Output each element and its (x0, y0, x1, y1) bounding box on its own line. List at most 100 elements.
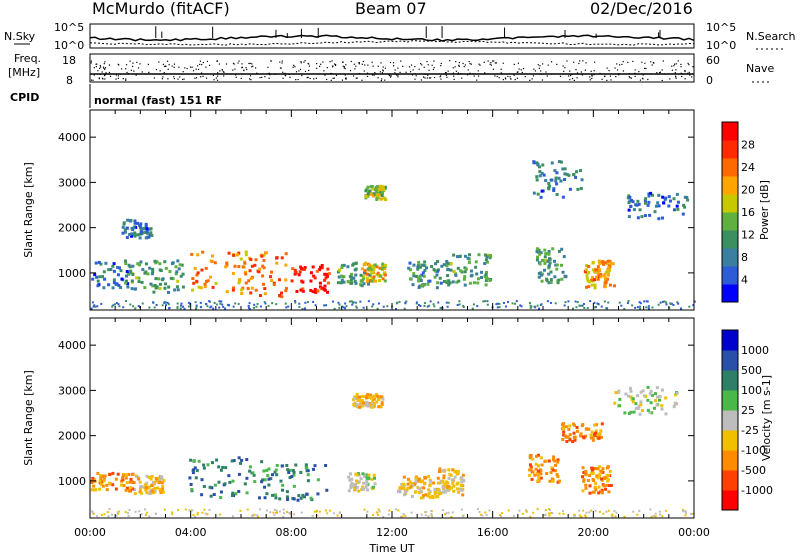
velocity-cell (402, 475, 406, 479)
nave-dot (218, 63, 220, 65)
nave-dot (191, 66, 193, 68)
power-noise-cell (271, 302, 274, 305)
power-noise-cell (224, 307, 227, 310)
velocity-cell (660, 404, 664, 408)
nave-dot (171, 65, 173, 67)
power-cell (151, 284, 155, 288)
nave-dot (591, 75, 593, 77)
nave-dot (163, 72, 165, 74)
nave-dot (268, 77, 270, 79)
velocity-cell (252, 473, 256, 477)
velocity-cell (529, 463, 533, 467)
nave-dot (489, 63, 491, 65)
nave-dot (159, 73, 161, 75)
velocity-cell (580, 424, 584, 428)
nave-dot (432, 68, 435, 71)
nave-dot (409, 71, 412, 73)
nave-dot (344, 77, 347, 80)
velocity-noise-cell (171, 513, 174, 516)
nave-dot (688, 71, 690, 73)
velocity-noise-cell (275, 509, 278, 512)
power-cell (263, 287, 267, 291)
velocity-noise-cell (588, 511, 591, 514)
colorbar-frame (721, 121, 739, 303)
power-cell (114, 282, 118, 286)
nave-dot (125, 68, 127, 70)
velocity-cell (219, 496, 223, 500)
power-cell (144, 224, 148, 228)
nave-dot (490, 64, 492, 66)
power-noise-cell (163, 300, 166, 303)
power-cell (150, 272, 154, 276)
colorbar-frame (721, 329, 739, 511)
power-cell (250, 286, 254, 290)
power-cell (336, 270, 340, 274)
velocity-noise-cell (536, 508, 539, 511)
power-cell (177, 267, 181, 271)
velocity-cell (290, 475, 294, 479)
velocity-cell (188, 476, 192, 480)
power-cell (555, 182, 559, 186)
power-noise-cell (134, 307, 137, 310)
power-cell (538, 262, 542, 266)
power-cell (138, 224, 142, 228)
power-cell (591, 261, 595, 265)
power-cell (549, 281, 553, 285)
velocity-cell (105, 483, 109, 487)
power-cell (294, 271, 298, 275)
velocity-cell (381, 397, 385, 401)
nave-dot (591, 77, 593, 80)
power-cell (359, 273, 363, 277)
velocity-cell (161, 490, 165, 494)
nave-dot (95, 63, 97, 65)
nave-dot (504, 77, 506, 79)
nave-dot (609, 75, 612, 77)
power-cell (131, 272, 135, 276)
power-cell (201, 250, 205, 254)
velocity-cell (650, 411, 654, 415)
power-cell (561, 195, 565, 199)
nave-dot (518, 68, 520, 70)
velocity-cell (584, 434, 588, 438)
velocity-cell (195, 468, 199, 472)
power-noise-cell (529, 306, 532, 309)
power-noise-cell (298, 302, 301, 305)
power-cell (354, 273, 358, 277)
power-cell (541, 258, 545, 262)
power-cell (606, 259, 610, 263)
nave-dot (237, 62, 239, 64)
velocity-cell (309, 496, 313, 500)
velocity-noise-cell (548, 509, 551, 512)
power-cell (647, 192, 651, 196)
power-cell (102, 270, 106, 274)
velocity-cell (597, 491, 601, 495)
nave-dot (381, 78, 383, 80)
velocity-cell (325, 488, 329, 492)
power-cell (171, 277, 175, 281)
nave-dot (240, 77, 242, 80)
velocity-cell (460, 483, 464, 487)
velocity-cell (281, 488, 285, 492)
velocity-noise-cell (144, 508, 147, 511)
power-cell (442, 263, 446, 267)
power-cell (139, 260, 143, 264)
power-noise-cell (263, 301, 266, 304)
velocity-noise-cell (377, 508, 380, 511)
nave-dot (344, 68, 346, 70)
nave-dot (652, 62, 654, 64)
velocity-cell (529, 454, 533, 458)
velocity-cell (447, 476, 451, 480)
velocity-noise-cell (548, 512, 551, 515)
power-cell (554, 176, 558, 180)
velocity-cell (547, 459, 551, 463)
power-noise-cell (253, 303, 256, 306)
velocity-cell (232, 459, 236, 463)
velocity-cell (455, 472, 459, 476)
velocity-xticks: 00:00 04:00 08:00 12:00 16:00 20:00 00:00 (74, 318, 710, 539)
velocity-cell (354, 404, 358, 408)
nave-dot (470, 63, 472, 65)
velocity-cell (349, 484, 353, 488)
velocity-cell (634, 406, 638, 410)
velocity-cell (660, 407, 664, 411)
